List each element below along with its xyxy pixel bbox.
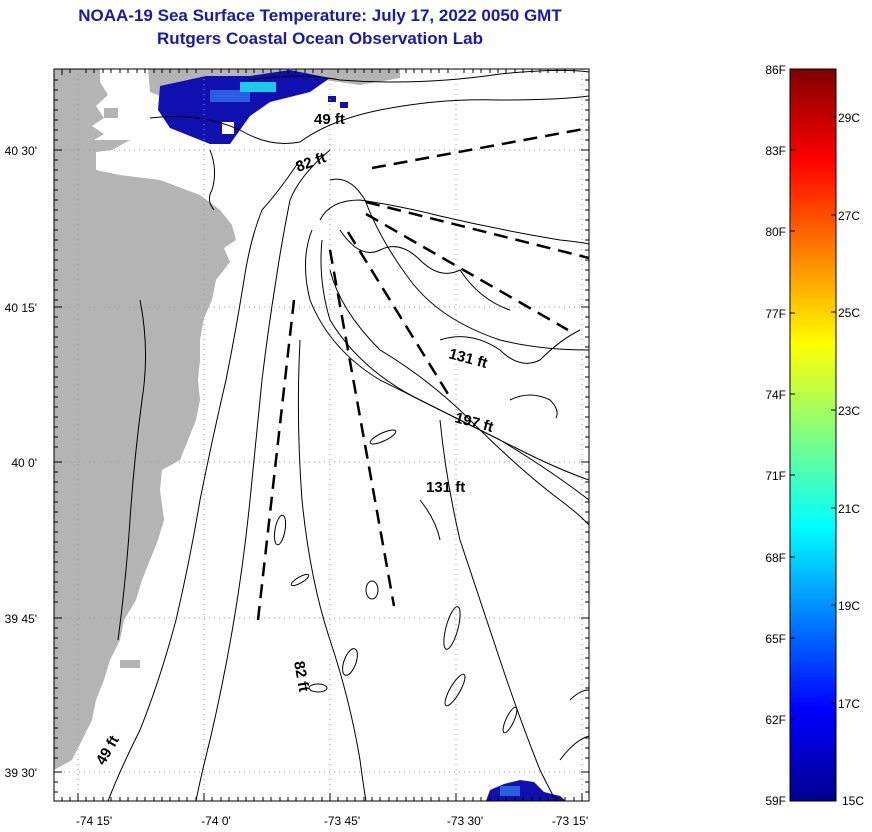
- land-fragment: [104, 108, 118, 118]
- colorbar-f-label: 83F: [765, 144, 786, 158]
- colorbar-c-label: 17C: [838, 697, 860, 711]
- latitude-label: 40 30': [5, 144, 37, 158]
- bathymetry-contours: [107, 69, 589, 801]
- colorbar-f-label: 59F: [765, 794, 786, 808]
- colorbar-f-label: 74F: [765, 388, 786, 402]
- colorbar-c-label: 19C: [838, 599, 860, 613]
- longitude-label: -73 45': [324, 814, 360, 828]
- colorbar-c-label: 29C: [838, 111, 860, 125]
- longitude-label: -74 15': [76, 814, 112, 828]
- colorbar-c-label: 15C: [842, 794, 864, 808]
- colorbar-c-label: 21C: [838, 502, 860, 516]
- colorbar-f-label: 80F: [765, 225, 786, 239]
- colorbar-c-scale: 29C 27C 25C 23C 21C 19C 17C 15C: [838, 111, 864, 808]
- colorbar-f-label: 62F: [765, 713, 786, 727]
- land-fragment: [120, 660, 140, 668]
- depth-label: 131 ft: [426, 479, 465, 496]
- map-grid: [54, 69, 589, 801]
- cloud-gap: [222, 122, 234, 134]
- colorbar: [790, 69, 836, 801]
- map-subtitle: Rutgers Coastal Ocean Observation Lab: [157, 29, 483, 48]
- sst-cold-patch: [158, 70, 330, 144]
- sst-warm-patch: [240, 82, 276, 92]
- transect-lines: [256, 126, 589, 621]
- longitude-label: -73 30': [447, 814, 483, 828]
- colorbar-f-label: 71F: [765, 469, 786, 483]
- land-mass: [54, 69, 400, 770]
- depth-label: 49 ft: [314, 111, 345, 128]
- frame-ticks: [54, 69, 589, 801]
- depth-label: 82 ft: [290, 660, 312, 693]
- colorbar-ticks: [790, 116, 836, 720]
- map-title: NOAA-19 Sea Surface Temperature: July 17…: [78, 6, 562, 25]
- colorbar-f-label: 68F: [765, 551, 786, 565]
- sst-warm-pixel: [500, 786, 520, 796]
- sst-cold-pixel: [328, 96, 336, 102]
- colorbar-f-label: 86F: [765, 63, 786, 77]
- colorbar-f-label: 65F: [765, 632, 786, 646]
- colorbar-c-label: 27C: [838, 209, 860, 223]
- colorbar-f-scale: 86F 83F 80F 77F 74F 71F 68F 65F 62F 59F: [765, 63, 786, 808]
- colorbar-frame: [789, 68, 837, 802]
- longitude-label: -74 0': [201, 814, 231, 828]
- longitude-label: -73 15': [552, 814, 588, 828]
- latitude-label: 39 45': [5, 612, 37, 626]
- latitude-label: 39 30': [5, 766, 37, 780]
- colorbar-c-label: 23C: [838, 404, 860, 418]
- sst-cold-pixel: [340, 102, 348, 108]
- latitude-label: 40 15': [5, 301, 37, 315]
- sst-warm-patch: [210, 90, 250, 102]
- latitude-label: 40 0': [11, 456, 37, 470]
- map-area: 49 ft 82 ft 131 ft 197 ft 131 ft 82 ft 4…: [54, 69, 589, 801]
- colorbar-c-label: 25C: [838, 306, 860, 320]
- colorbar-f-label: 77F: [765, 307, 786, 321]
